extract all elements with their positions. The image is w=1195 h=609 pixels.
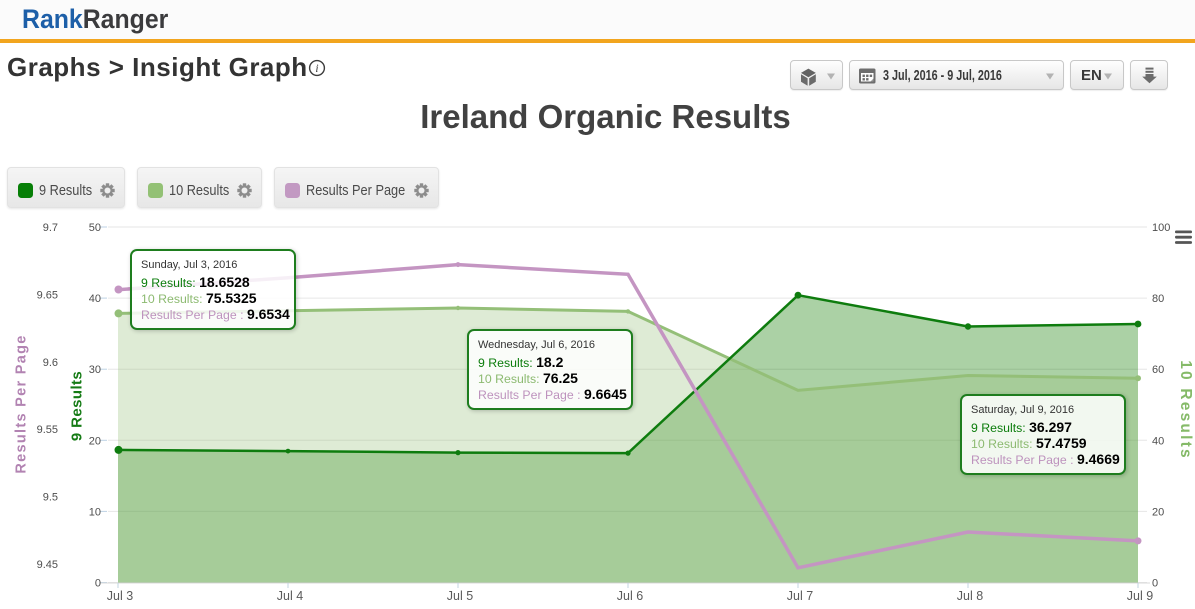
svg-text:9.55: 9.55: [37, 424, 58, 436]
svg-text:9.6: 9.6: [43, 357, 58, 369]
svg-text:Jul 3: Jul 3: [107, 589, 133, 603]
svg-text:40: 40: [1152, 435, 1164, 447]
svg-text:60: 60: [1152, 364, 1164, 376]
svg-text:Jul 9: Jul 9: [1127, 589, 1153, 603]
svg-text:Results Per Page: Results Per Page: [14, 334, 30, 473]
svg-text:0: 0: [95, 578, 101, 590]
svg-text:30: 30: [89, 364, 101, 376]
svg-text:10 Results: 10 Results: [1177, 360, 1194, 460]
svg-text:100: 100: [1152, 222, 1170, 234]
svg-text:9.45: 9.45: [37, 559, 58, 571]
svg-text:9.5: 9.5: [43, 492, 58, 504]
svg-text:Jul 6: Jul 6: [617, 589, 643, 603]
svg-text:9.65: 9.65: [37, 289, 58, 301]
svg-text:Jul 4: Jul 4: [277, 589, 303, 603]
svg-text:9 Results: 9 Results: [69, 371, 86, 441]
svg-text:20: 20: [1152, 506, 1164, 518]
svg-text:Jul 5: Jul 5: [447, 589, 473, 603]
svg-text:50: 50: [89, 222, 101, 234]
svg-text:0: 0: [1152, 578, 1158, 590]
svg-text:40: 40: [89, 293, 101, 305]
svg-text:80: 80: [1152, 293, 1164, 305]
svg-text:Jul 8: Jul 8: [957, 589, 983, 603]
svg-text:i: i: [315, 63, 318, 75]
svg-text:10: 10: [89, 506, 101, 518]
svg-text:Jul 7: Jul 7: [787, 589, 813, 603]
svg-text:20: 20: [89, 435, 101, 447]
svg-text:9.7: 9.7: [43, 222, 58, 234]
